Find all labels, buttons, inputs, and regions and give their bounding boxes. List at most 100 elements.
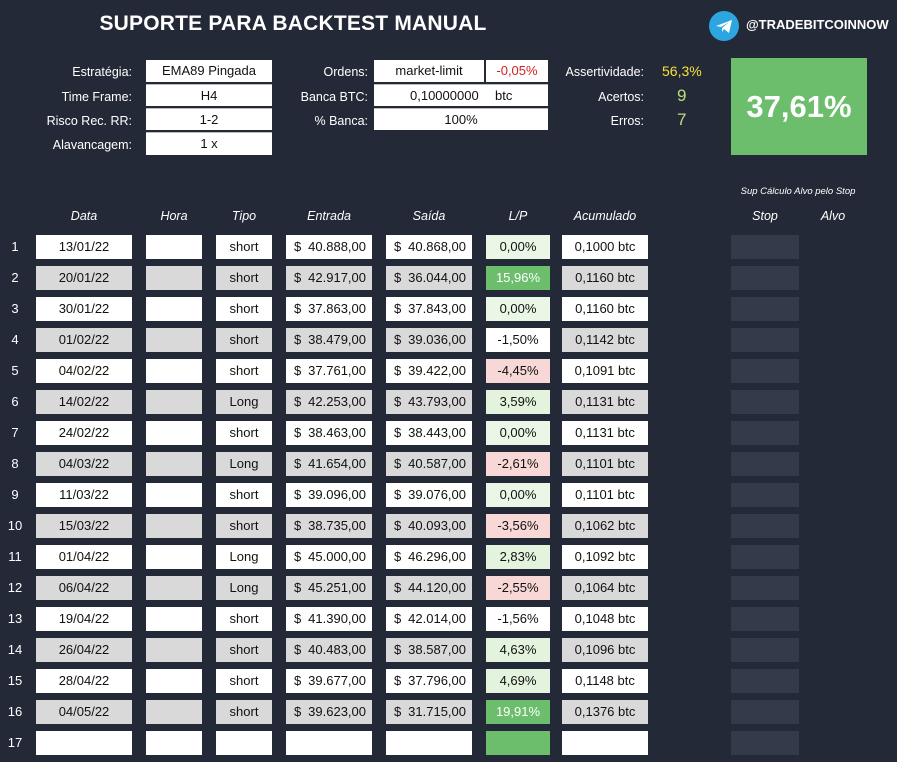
cell-saida[interactable]: $39.422,00	[386, 359, 472, 383]
cell-stop[interactable]	[731, 576, 799, 600]
cell-stop[interactable]	[731, 638, 799, 662]
cell-stop[interactable]	[731, 297, 799, 321]
cell-stop[interactable]	[731, 514, 799, 538]
cell-lp[interactable]: 4,63%	[486, 638, 550, 662]
cell-saida[interactable]: $39.036,00	[386, 328, 472, 352]
cell-saida[interactable]: $36.044,00	[386, 266, 472, 290]
cell-acumulado[interactable]: 0,1091 btc	[562, 359, 648, 383]
cell-data[interactable]: 30/01/22	[36, 297, 132, 321]
cell-saida[interactable]: $38.587,00	[386, 638, 472, 662]
cell-entrada[interactable]: $39.096,00	[286, 483, 372, 507]
cell-data[interactable]: 01/04/22	[36, 545, 132, 569]
alavancagem-field[interactable]: 1 x	[146, 132, 272, 155]
cell-lp[interactable]: -2,61%	[486, 452, 550, 476]
risco-field[interactable]: 1-2	[146, 108, 272, 130]
cell-hora[interactable]	[146, 297, 202, 321]
cell-hora[interactable]	[146, 576, 202, 600]
cell-lp[interactable]: 2,83%	[486, 545, 550, 569]
cell-data[interactable]: 04/02/22	[36, 359, 132, 383]
cell-entrada[interactable]: $42.917,00	[286, 266, 372, 290]
cell-saida[interactable]: $38.443,00	[386, 421, 472, 445]
cell-stop[interactable]	[731, 700, 799, 724]
cell-stop[interactable]	[731, 452, 799, 476]
cell-entrada[interactable]: $37.761,00	[286, 359, 372, 383]
cell-acumulado[interactable]	[562, 731, 648, 755]
cell-lp[interactable]: 0,00%	[486, 421, 550, 445]
cell-tipo[interactable]: short	[216, 235, 272, 259]
cell-entrada[interactable]: $41.390,00	[286, 607, 372, 631]
cell-tipo[interactable]: short	[216, 607, 272, 631]
cell-tipo[interactable]: short	[216, 266, 272, 290]
cell-tipo[interactable]: Long	[216, 390, 272, 414]
cell-data[interactable]	[36, 731, 132, 755]
cell-hora[interactable]	[146, 390, 202, 414]
cell-data[interactable]: 28/04/22	[36, 669, 132, 693]
cell-stop[interactable]	[731, 483, 799, 507]
cell-entrada[interactable]: $39.677,00	[286, 669, 372, 693]
cell-stop[interactable]	[731, 235, 799, 259]
cell-lp[interactable]: 0,00%	[486, 235, 550, 259]
cell-tipo[interactable]: short	[216, 421, 272, 445]
cell-lp[interactable]: -1,56%	[486, 607, 550, 631]
cell-entrada[interactable]: $45.251,00	[286, 576, 372, 600]
cell-acumulado[interactable]: 0,1096 btc	[562, 638, 648, 662]
cell-hora[interactable]	[146, 483, 202, 507]
cell-stop[interactable]	[731, 266, 799, 290]
cell-entrada[interactable]: $42.253,00	[286, 390, 372, 414]
banca-field[interactable]: 0,10000000 btc	[374, 84, 548, 106]
cell-acumulado[interactable]: 0,1148 btc	[562, 669, 648, 693]
cell-lp[interactable]: 4,69%	[486, 669, 550, 693]
cell-lp[interactable]: -1,50%	[486, 328, 550, 352]
cell-hora[interactable]	[146, 359, 202, 383]
cell-tipo[interactable]: short	[216, 669, 272, 693]
cell-lp[interactable]: -2,55%	[486, 576, 550, 600]
cell-saida[interactable]: $44.120,00	[386, 576, 472, 600]
cell-tipo[interactable]: short	[216, 700, 272, 724]
cell-hora[interactable]	[146, 514, 202, 538]
cell-stop[interactable]	[731, 359, 799, 383]
ordens-field[interactable]: market-limit	[374, 60, 484, 82]
cell-data[interactable]: 06/04/22	[36, 576, 132, 600]
cell-data[interactable]: 04/05/22	[36, 700, 132, 724]
cell-lp[interactable]: 15,96%	[486, 266, 550, 290]
cell-saida[interactable]: $40.868,00	[386, 235, 472, 259]
timeframe-field[interactable]: H4	[146, 84, 272, 106]
cell-saida[interactable]: $31.715,00	[386, 700, 472, 724]
cell-entrada[interactable]: $40.888,00	[286, 235, 372, 259]
cell-stop[interactable]	[731, 421, 799, 445]
cell-tipo[interactable]: short	[216, 514, 272, 538]
cell-acumulado[interactable]: 0,1101 btc	[562, 483, 648, 507]
telegram-icon[interactable]	[709, 11, 739, 41]
cell-stop[interactable]	[731, 545, 799, 569]
cell-entrada[interactable]: $41.654,00	[286, 452, 372, 476]
cell-stop[interactable]	[731, 607, 799, 631]
cell-tipo[interactable]: short	[216, 359, 272, 383]
cell-hora[interactable]	[146, 452, 202, 476]
cell-lp[interactable]: 0,00%	[486, 483, 550, 507]
cell-acumulado[interactable]: 0,1048 btc	[562, 607, 648, 631]
cell-tipo[interactable]: Long	[216, 545, 272, 569]
cell-acumulado[interactable]: 0,1376 btc	[562, 700, 648, 724]
cell-saida[interactable]: $40.093,00	[386, 514, 472, 538]
cell-hora[interactable]	[146, 607, 202, 631]
cell-tipo[interactable]: short	[216, 483, 272, 507]
cell-data[interactable]: 24/02/22	[36, 421, 132, 445]
cell-acumulado[interactable]: 0,1131 btc	[562, 390, 648, 414]
cell-acumulado[interactable]: 0,1142 btc	[562, 328, 648, 352]
cell-entrada[interactable]: $40.483,00	[286, 638, 372, 662]
cell-lp[interactable]: -3,56%	[486, 514, 550, 538]
cell-data[interactable]: 04/03/22	[36, 452, 132, 476]
cell-acumulado[interactable]: 0,1092 btc	[562, 545, 648, 569]
cell-data[interactable]: 11/03/22	[36, 483, 132, 507]
cell-saida[interactable]: $37.843,00	[386, 297, 472, 321]
cell-hora[interactable]	[146, 638, 202, 662]
cell-saida[interactable]: $37.796,00	[386, 669, 472, 693]
cell-saida[interactable]: $46.296,00	[386, 545, 472, 569]
cell-saida[interactable]: $43.793,00	[386, 390, 472, 414]
cell-tipo[interactable]: short	[216, 328, 272, 352]
cell-data[interactable]: 15/03/22	[36, 514, 132, 538]
estrategia-field[interactable]: EMA89 Pingada	[146, 60, 272, 82]
telegram-handle[interactable]: @TRADEBITCOINNOW	[746, 17, 889, 32]
cell-lp[interactable]: -4,45%	[486, 359, 550, 383]
cell-acumulado[interactable]: 0,1131 btc	[562, 421, 648, 445]
